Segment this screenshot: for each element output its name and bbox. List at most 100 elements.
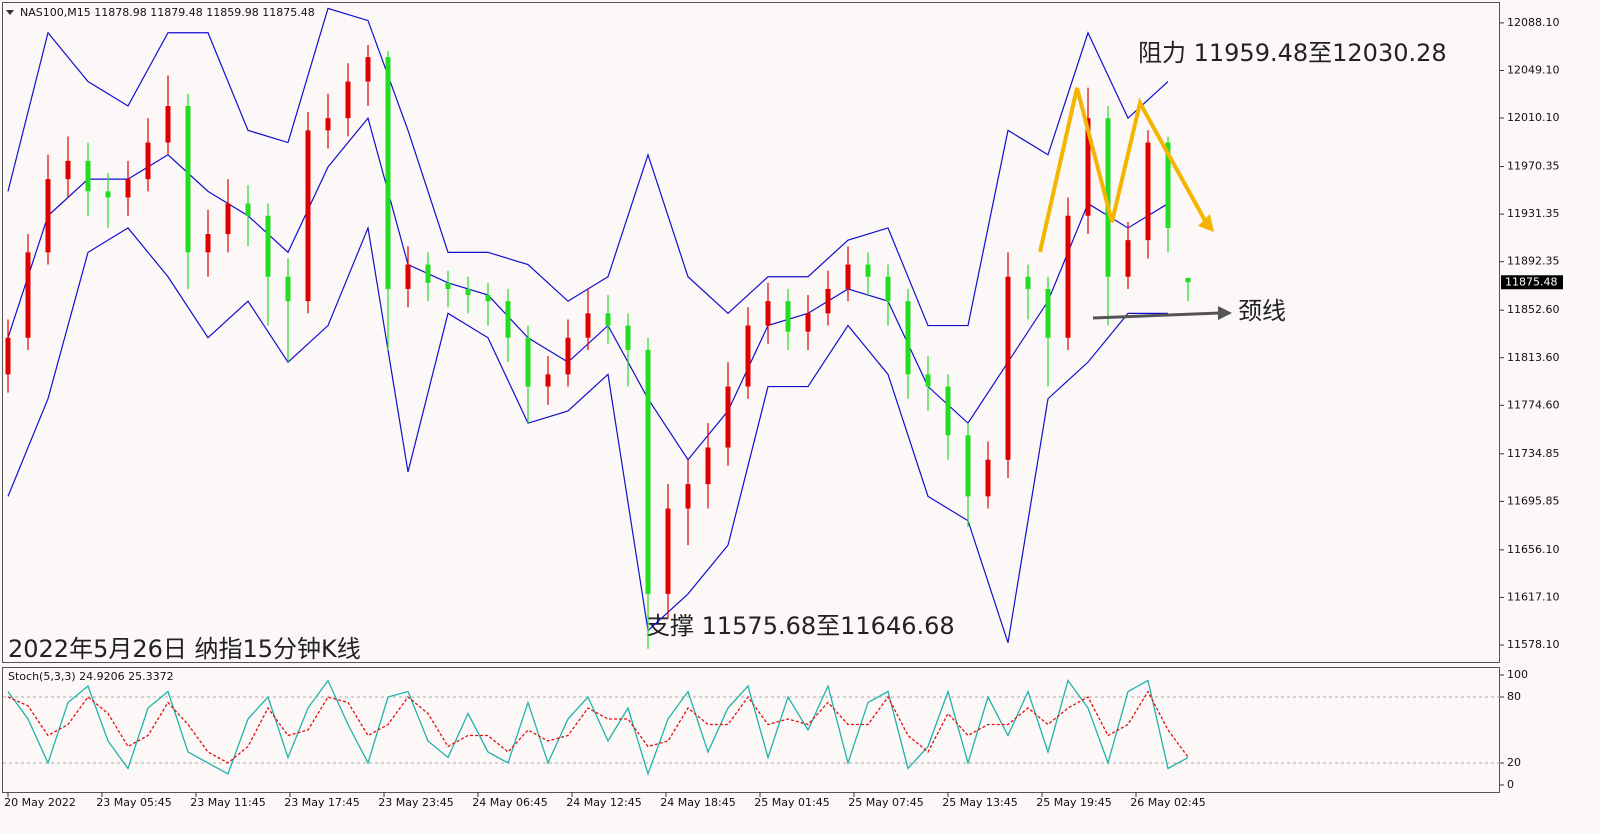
candle-body [1105,118,1111,277]
x-tick-label: 23 May 17:45 [284,796,359,809]
candle-body [785,301,791,332]
candle-body [565,337,571,375]
candle-body [245,203,251,216]
candle-body [885,276,891,302]
close: 11875.48 [262,6,315,19]
stoch-k-last: 24.9206 [79,670,125,683]
stoch-d-last: 25.3372 [128,670,174,683]
candle-body [285,276,291,302]
x-tick-label: 25 May 07:45 [848,796,923,809]
candle-body [705,447,711,485]
y-tick-label: 11970.35 [1507,160,1560,173]
neckline-note: 颈线 [1238,297,1286,325]
stoch-k [7,679,1189,777]
stoch-tick-label: 0 [1507,778,1514,791]
stoch-label: Stoch(5,3,3) 24.9206 25.3372 [8,670,174,683]
y-tick-label: 11852.60 [1507,303,1560,316]
candle-body [125,179,131,198]
candle-body [265,215,271,277]
candle-body [1085,118,1091,216]
candle-body [1005,276,1011,460]
pattern-arrows [1038,87,1232,320]
candle-body [605,313,611,326]
candle-body [105,191,111,198]
candle-body [1025,276,1031,289]
candle-body [425,264,431,283]
candle-body [725,386,731,448]
candle-body [465,288,471,296]
collapse-icon [6,10,14,15]
y-tick-label: 11734.85 [1507,447,1560,460]
y-tick-label: 12088.10 [1507,16,1560,29]
y-tick-label: 11813.60 [1507,351,1560,364]
stoch-d [7,690,1189,764]
candle-body [905,301,911,375]
price-marker [1501,275,1563,290]
y-tick-label: 12010.10 [1507,111,1560,124]
candle-body [85,160,91,192]
candle-body [185,105,191,253]
x-tick-label: 23 May 23:45 [378,796,453,809]
x-tick-label: 24 May 18:45 [660,796,735,809]
candle-body [45,179,51,253]
candle-body [1145,142,1151,241]
stoch-tick-label: 80 [1507,690,1521,703]
candle-body [385,57,391,289]
candle-body [1125,240,1131,277]
candle-body [745,325,751,387]
candle-body [1165,142,1171,228]
candle-body [205,234,211,253]
candle-body [505,301,511,338]
y-tick-label: 12049.10 [1507,63,1560,76]
open: 11878.98 [94,6,147,19]
x-tick-label: 23 May 11:45 [190,796,265,809]
price-marker-label: 11875.48 [1505,275,1558,288]
candle-body [65,160,71,180]
y-tick-label: 11656.10 [1507,543,1560,556]
arrow-head [1218,306,1232,320]
low: 11859.98 [206,6,259,19]
main-panel [2,2,1500,663]
x-tick-label: 23 May 05:45 [96,796,171,809]
candle-body [5,337,11,375]
candle-body [165,105,171,143]
candle-body [925,374,931,387]
candle-body [485,295,491,302]
y-tick-label: 11931.35 [1507,207,1560,220]
y-tick-label: 11578.10 [1507,638,1560,651]
neckline [1092,311,1221,320]
candle-body [305,130,311,302]
candle-body [685,484,691,509]
candle-body [1045,288,1051,338]
candle-body [765,301,771,326]
candle-body [445,282,451,289]
stoch-name: Stoch(5,3,3) [8,670,76,683]
symbol: NAS100,M15 [20,6,91,19]
arrow-head [1198,214,1214,232]
stoch-tick-label: 100 [1507,668,1528,681]
candle-body [365,57,371,82]
support-note: 支撑 11575.68至11646.68 [646,612,955,640]
x-tick-label: 24 May 12:45 [566,796,641,809]
x-tick-label: 25 May 19:45 [1036,796,1111,809]
candle-body [825,288,831,314]
candle-body [665,508,671,594]
resistance-note: 阻力 11959.48至12030.28 [1138,39,1447,67]
candle-body [405,264,411,289]
stoch-panel [2,667,1500,793]
x-tick-label: 26 May 02:45 [1130,796,1205,809]
y-tick-label: 11774.60 [1507,398,1560,411]
y-tick-label: 11695.85 [1507,494,1560,507]
candle-body [645,349,651,594]
candle-body [865,264,871,277]
x-tick-label: 25 May 13:45 [942,796,1017,809]
y-tick-label: 11892.35 [1507,255,1560,268]
candle-body [225,203,231,235]
candle-body [845,264,851,289]
candle-body [1185,277,1191,283]
high: 11879.48 [150,6,203,19]
stoch-tick-label: 20 [1507,756,1521,769]
